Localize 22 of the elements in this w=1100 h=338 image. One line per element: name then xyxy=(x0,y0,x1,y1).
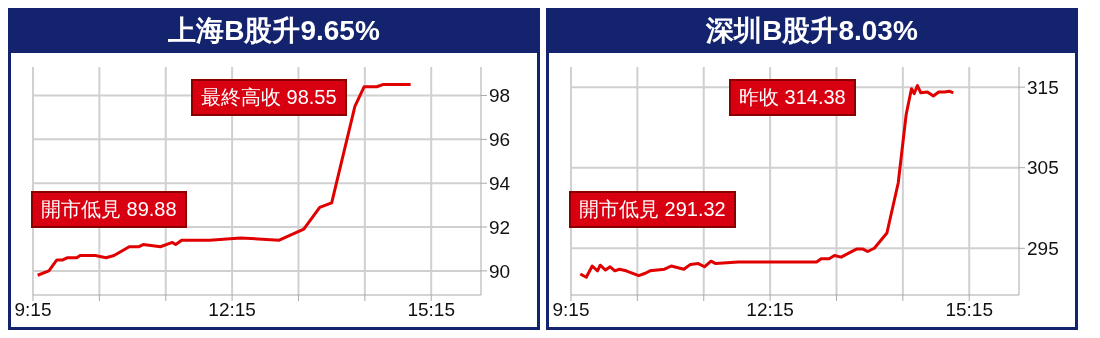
annotation: 最終高收 98.55 xyxy=(191,79,347,116)
x-tick-label: 12:15 xyxy=(746,299,794,321)
y-tick-label: 98 xyxy=(489,85,511,107)
y-tick-label: 92 xyxy=(489,216,511,238)
y-tick-label: 295 xyxy=(1027,238,1059,260)
x-tick-label: 9:15 xyxy=(552,299,590,321)
y-tick-label: 305 xyxy=(1027,157,1059,179)
x-tick-label: 15:15 xyxy=(407,299,455,321)
annotation: 開市低見 291.32 xyxy=(569,191,736,228)
x-tick-label: 9:15 xyxy=(14,299,52,321)
x-tick-label: 15:15 xyxy=(945,299,993,321)
y-tick-label: 90 xyxy=(489,260,511,282)
annotation: 昨收 314.38 xyxy=(729,79,856,116)
chart-title: 深圳B股升8.03% xyxy=(549,11,1075,53)
y-tick-label: 96 xyxy=(489,129,511,151)
chart-title: 上海B股升9.65% xyxy=(11,11,537,53)
line-series xyxy=(36,83,413,277)
annotation: 開市低見 89.88 xyxy=(31,191,187,228)
y-tick-label: 315 xyxy=(1027,76,1059,98)
x-tick-label: 12:15 xyxy=(208,299,256,321)
line-series xyxy=(578,84,955,279)
y-tick-label: 94 xyxy=(489,172,511,194)
